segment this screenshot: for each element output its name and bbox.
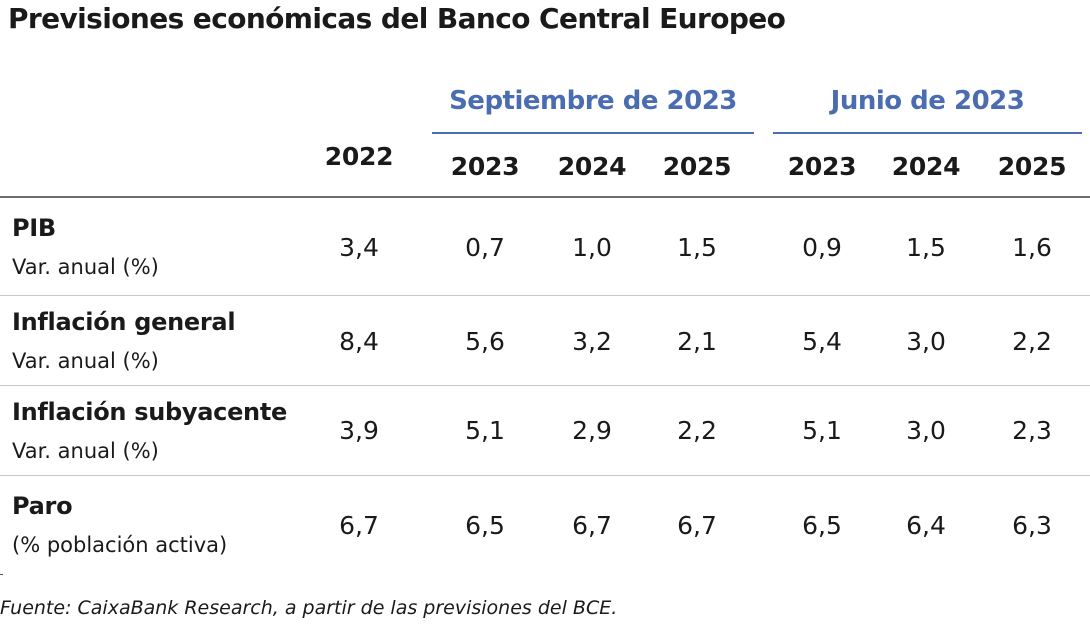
table-cell: 3,9 (339, 416, 379, 445)
table-cell: 0,7 (465, 233, 505, 262)
table-cell: 5,6 (465, 327, 505, 356)
table-bottom-border (0, 574, 1090, 575)
column-header-sep-2024: 2024 (557, 152, 627, 181)
table-cell: 6,5 (465, 511, 505, 540)
table-cell: 2,2 (677, 416, 717, 445)
column-header-jun-2025: 2025 (997, 152, 1067, 181)
row-sublabel: (% población activa) (12, 533, 228, 557)
column-header-jun-2024: 2024 (891, 152, 961, 181)
table-cell: 6,5 (802, 511, 842, 540)
table-cell: 3,0 (906, 416, 946, 445)
table-cell: 2,9 (572, 416, 612, 445)
table-cell: 3,2 (572, 327, 612, 356)
table-cell: 6,3 (1012, 511, 1052, 540)
table-cell: 1,5 (906, 233, 946, 262)
table-title: Previsiones económicas del Banco Central… (8, 2, 786, 35)
table-cell: 3,4 (339, 233, 379, 262)
table-cell: 6,7 (677, 511, 717, 540)
column-header-sep-2025: 2025 (662, 152, 732, 181)
table-cell: 1,0 (572, 233, 612, 262)
row-sublabel: Var. anual (%) (12, 255, 159, 279)
row-sublabel: Var. anual (%) (12, 349, 159, 373)
table-cell: 2,3 (1012, 416, 1052, 445)
table-cell: 6,7 (572, 511, 612, 540)
table-cell: 5,1 (465, 416, 505, 445)
group-rule-september (432, 132, 754, 134)
table-cell: 8,4 (339, 327, 379, 356)
table-cell: 2,1 (677, 327, 717, 356)
group-rule-june (773, 132, 1082, 134)
column-header-jun-2023: 2023 (787, 152, 857, 181)
table-cell: 3,0 (906, 327, 946, 356)
table-cell: 1,5 (677, 233, 717, 262)
table-cell: 2,2 (1012, 327, 1052, 356)
source-footnote: Fuente: CaixaBank Research, a partir de … (0, 597, 618, 619)
table-cell: 5,1 (802, 416, 842, 445)
table-cell: 6,7 (339, 511, 379, 540)
row-label: Inflación subyacente (12, 398, 287, 426)
row-label: PIB (12, 214, 56, 242)
row-label: Inflación general (12, 308, 236, 336)
column-header-2022: 2022 (324, 142, 394, 171)
row-divider (0, 385, 1090, 386)
row-divider (0, 475, 1090, 476)
table-cell: 5,4 (802, 327, 842, 356)
table-cell: 6,4 (906, 511, 946, 540)
group-header-june: Junio de 2023 (830, 86, 1025, 116)
row-divider (0, 295, 1090, 296)
row-sublabel: Var. anual (%) (12, 439, 159, 463)
column-header-sep-2023: 2023 (450, 152, 520, 181)
row-label: Paro (12, 492, 73, 520)
table-cell: 0,9 (802, 233, 842, 262)
header-divider (0, 196, 1090, 198)
group-header-september: Septiembre de 2023 (449, 86, 737, 116)
table-cell: 1,6 (1012, 233, 1052, 262)
